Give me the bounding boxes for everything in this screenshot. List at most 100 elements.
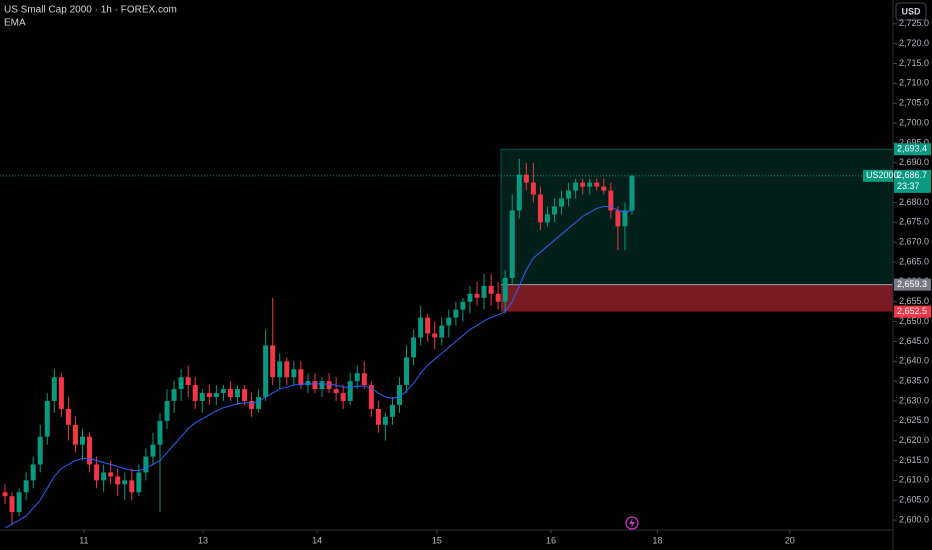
candle-body: [178, 377, 184, 390]
candle-body: [192, 385, 198, 401]
y-tick-label: 2,665.0: [899, 256, 929, 266]
candle-body: [51, 377, 57, 401]
candle-body: [566, 190, 572, 199]
candle-body: [58, 377, 64, 409]
candle-body: [354, 373, 360, 382]
candle-body: [418, 317, 424, 338]
profit-zone: [500, 148, 894, 286]
y-tick-label: 2,630.0: [899, 395, 929, 405]
candle-body: [65, 408, 71, 425]
candle-body: [291, 369, 297, 378]
currency-button[interactable]: [895, 2, 927, 21]
x-tick-label: 13: [198, 535, 208, 545]
x-tick-label: 18: [652, 535, 662, 545]
y-tick-label: 2,655.0: [899, 296, 929, 306]
countdown-label: 23:37: [897, 181, 920, 191]
candle-body: [580, 182, 586, 187]
candle-body: [122, 480, 128, 485]
indicator-name: EMA: [4, 18, 26, 29]
y-tick-label: 2,695.0: [899, 137, 929, 147]
stop-label-box: [894, 305, 931, 318]
y-tick-label: 2,610.0: [899, 475, 929, 485]
candle-body: [108, 472, 114, 477]
last-price-box: [894, 169, 931, 193]
candle-body: [37, 436, 43, 465]
candle-body: [488, 285, 494, 294]
candle-body: [502, 277, 508, 302]
y-tick-label: 2,710.0: [899, 78, 929, 88]
candle-body: [361, 373, 367, 386]
candle-body: [509, 210, 515, 278]
candle-body: [220, 389, 226, 394]
candle-body: [411, 337, 417, 358]
candle-body: [453, 309, 459, 318]
currency-label[interactable]: USD: [901, 6, 921, 16]
x-tick-label: 11: [79, 535, 88, 545]
candle-body: [530, 182, 536, 195]
x-tick-label: 14: [312, 535, 322, 545]
candle-body: [340, 393, 346, 401]
entry-label-box: [894, 278, 931, 291]
candle-body: [143, 456, 149, 473]
candle-body: [270, 345, 276, 378]
last-price-label: 2,686.7: [897, 170, 927, 180]
candle-body: [319, 381, 325, 390]
candle-body: [213, 393, 219, 398]
candle-body: [537, 194, 543, 223]
y-tick-label: 2,670.0: [899, 237, 929, 247]
candle-body: [615, 210, 621, 227]
candle-body: [382, 416, 388, 425]
candle-body: [277, 361, 283, 378]
candle-body: [594, 182, 600, 187]
candle-body: [397, 385, 403, 405]
candle-body: [227, 389, 233, 398]
candle-body: [206, 393, 212, 398]
candle-body: [333, 389, 339, 394]
candle-body: [559, 198, 565, 207]
candle-body: [115, 476, 121, 485]
chart-title: US Small Cap 2000 · 1h · FOREX.com: [4, 5, 177, 16]
lightning-icon[interactable]: [625, 516, 639, 530]
plot-area: [0, 148, 894, 529]
y-tick-label: 2,615.0: [899, 455, 929, 465]
candle-body: [249, 400, 255, 409]
candle-body: [573, 182, 579, 191]
candle-body: [199, 393, 205, 401]
candle-body: [495, 293, 501, 302]
target-label: 2,693.4: [897, 144, 927, 154]
candle-body: [312, 381, 318, 390]
candle-body: [79, 436, 85, 445]
candle-body: [185, 377, 191, 386]
candle-body: [608, 190, 614, 211]
candle-body: [404, 357, 410, 386]
candle-body: [87, 436, 93, 465]
candle-body: [157, 420, 163, 445]
y-tick-label: 2,675.0: [899, 217, 929, 227]
candle-body: [622, 210, 628, 227]
candle-body: [467, 293, 473, 302]
candle-body: [460, 301, 466, 310]
candle-body: [129, 480, 135, 493]
candle-body: [171, 389, 177, 401]
candle-body: [347, 381, 353, 401]
candle-body: [544, 214, 550, 223]
y-tick-label: 2,605.0: [899, 495, 929, 505]
candle-body: [234, 389, 240, 398]
candle-body: [9, 496, 15, 513]
candle-body: [164, 400, 170, 421]
candle-body: [375, 408, 381, 425]
candle-body: [101, 472, 107, 481]
candle-body: [23, 480, 29, 493]
candle-body: [474, 293, 480, 298]
entry-label: 2,659.3: [897, 279, 927, 289]
candle-body: [44, 400, 50, 437]
candle-body: [2, 492, 8, 497]
candle-body: [305, 381, 311, 386]
y-tick-label: 2,645.0: [899, 336, 929, 346]
y-tick-label: 2,700.0: [899, 117, 929, 127]
y-tick-label: 2,720.0: [899, 38, 929, 48]
candle-body: [523, 174, 529, 183]
candle-body: [256, 397, 262, 409]
candle-body: [326, 381, 332, 390]
